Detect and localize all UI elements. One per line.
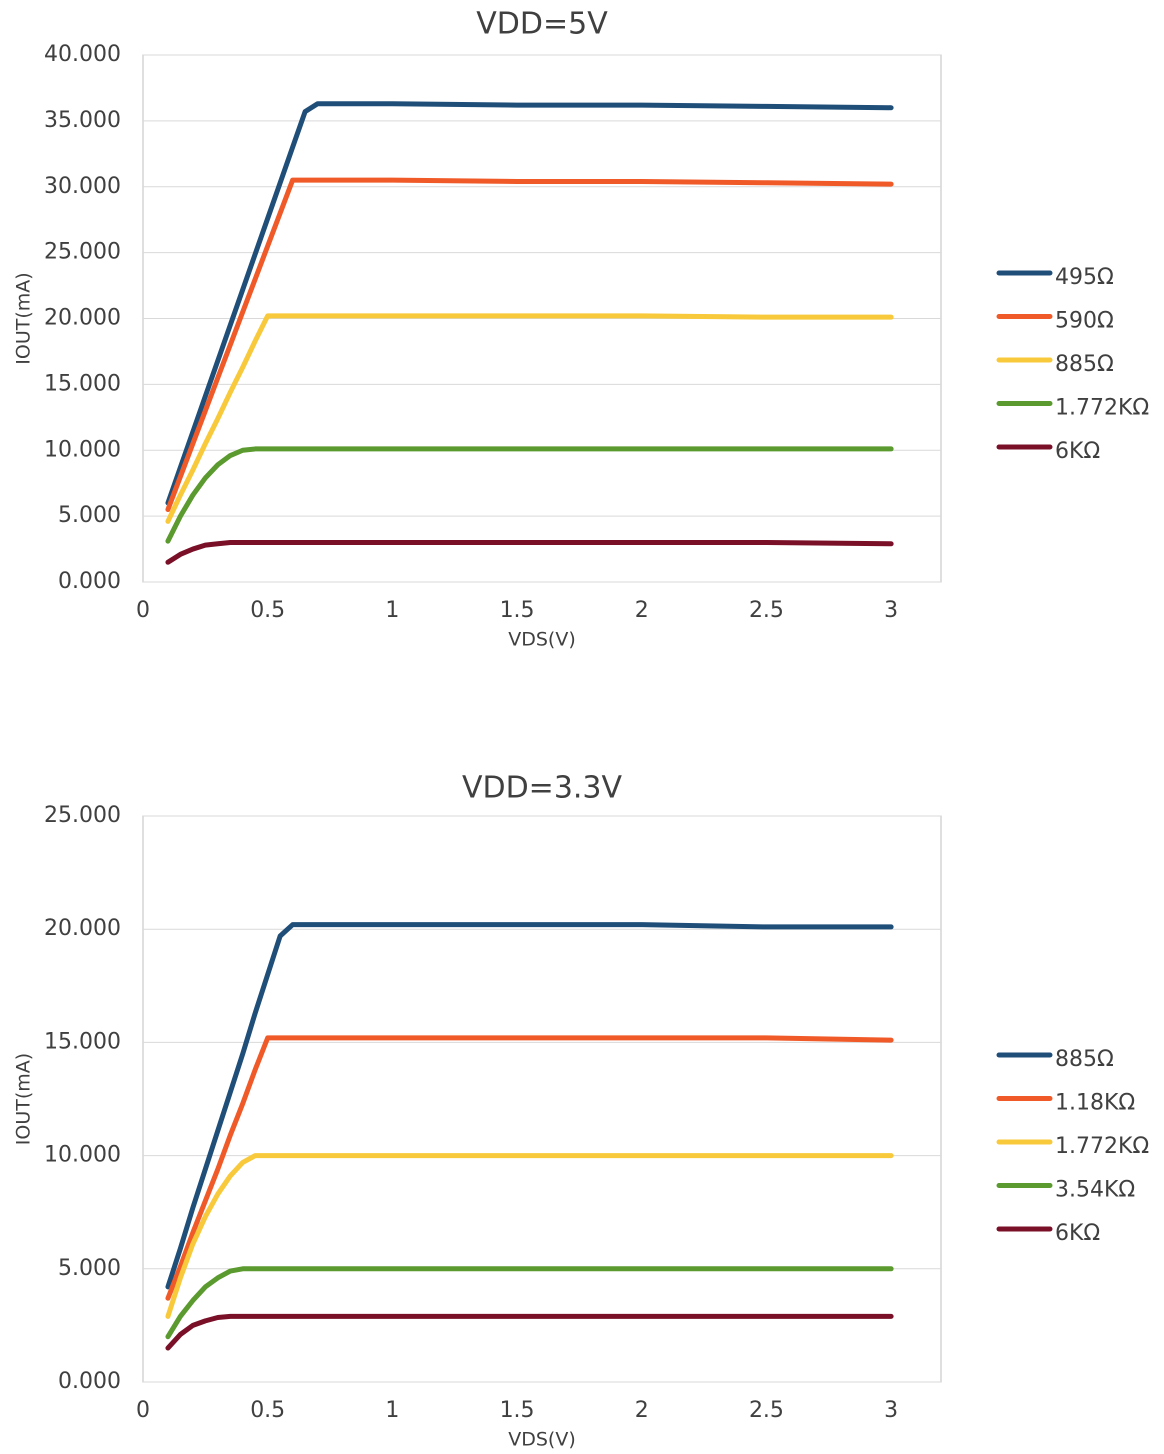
x-tick-label: 1 bbox=[385, 1398, 399, 1423]
y-tick-label: 30.000 bbox=[44, 174, 121, 199]
y-tick-label: 10.000 bbox=[44, 437, 121, 462]
y-tick-label: 40.000 bbox=[44, 42, 121, 67]
x-tick-label: 0.5 bbox=[250, 598, 285, 623]
x-axis-label: VDS(V) bbox=[508, 629, 576, 651]
series-line bbox=[165, 922, 894, 1290]
series-line bbox=[165, 1266, 894, 1340]
x-tick-label: 2 bbox=[635, 598, 649, 623]
y-axis-label: IOUT(mA) bbox=[13, 272, 35, 364]
legend-label: 3.54KΩ bbox=[1055, 1178, 1135, 1203]
legend-label: 495Ω bbox=[1055, 265, 1114, 290]
series-line bbox=[165, 539, 894, 565]
x-tick-label: 0 bbox=[136, 1398, 150, 1423]
series-line bbox=[165, 446, 894, 544]
series-line bbox=[165, 1313, 894, 1351]
chart-title: VDD=3.3V bbox=[462, 771, 623, 806]
y-axis-label: IOUT(mA) bbox=[13, 1053, 35, 1145]
y-tick-label: 0.000 bbox=[58, 1369, 121, 1394]
x-tick-label: 1 bbox=[385, 598, 399, 623]
legend-label: 885Ω bbox=[1055, 1047, 1114, 1072]
x-axis-label: VDS(V) bbox=[508, 1429, 576, 1451]
y-tick-label: 15.000 bbox=[44, 371, 121, 396]
legend-label: 1.772KΩ bbox=[1055, 396, 1149, 421]
x-tick-label: 0 bbox=[136, 598, 150, 623]
series-line bbox=[165, 1153, 894, 1319]
series-line bbox=[165, 1035, 894, 1301]
x-tick-label: 3 bbox=[884, 1398, 898, 1423]
legend-label: 1.18KΩ bbox=[1055, 1091, 1135, 1116]
y-tick-label: 35.000 bbox=[44, 108, 121, 133]
legend-label: 885Ω bbox=[1055, 352, 1114, 377]
plot-area bbox=[142, 815, 942, 1383]
legend-label: 6KΩ bbox=[1055, 439, 1100, 464]
x-tick-label: 0.5 bbox=[250, 1398, 285, 1423]
y-tick-label: 5.000 bbox=[58, 1256, 121, 1281]
legend-label: 1.772KΩ bbox=[1055, 1134, 1149, 1159]
y-tick-label: 25.000 bbox=[44, 803, 121, 828]
y-tick-label: 25.000 bbox=[44, 240, 121, 265]
x-tick-label: 3 bbox=[884, 598, 898, 623]
y-tick-label: 5.000 bbox=[58, 503, 121, 528]
y-tick-label: 20.000 bbox=[44, 306, 121, 331]
series-line bbox=[165, 177, 894, 513]
y-tick-label: 10.000 bbox=[44, 1143, 121, 1168]
x-tick-label: 2.5 bbox=[749, 598, 784, 623]
series-line bbox=[165, 101, 894, 506]
series-line bbox=[165, 313, 894, 524]
x-tick-label: 2 bbox=[635, 1398, 649, 1423]
x-tick-label: 1.5 bbox=[500, 1398, 535, 1423]
x-tick-label: 2.5 bbox=[749, 1398, 784, 1423]
y-tick-label: 15.000 bbox=[44, 1029, 121, 1054]
y-tick-label: 0.000 bbox=[58, 569, 121, 594]
x-tick-label: 1.5 bbox=[500, 598, 535, 623]
legend-label: 590Ω bbox=[1055, 309, 1114, 334]
y-tick-label: 20.000 bbox=[44, 916, 121, 941]
legend-label: 6KΩ bbox=[1055, 1221, 1100, 1246]
chart-title: VDD=5V bbox=[476, 7, 608, 42]
